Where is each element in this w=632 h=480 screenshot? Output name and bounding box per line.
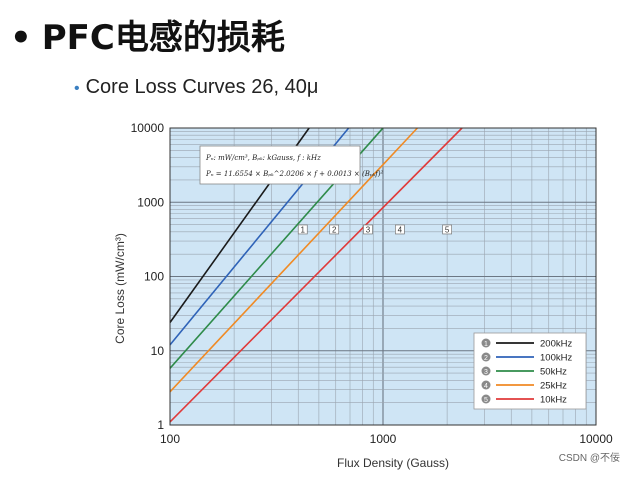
formula-box: Pₙ: mW/cm³, Bₚₖ: kGauss, f : kHz Pₙ = 11… xyxy=(199,145,384,185)
legend-marker-circle xyxy=(481,380,491,390)
legend-marker-circle xyxy=(481,366,491,376)
series-marker-label: 5 xyxy=(445,225,450,234)
y-tick-label: 1000 xyxy=(137,195,164,209)
series-line-25kHz xyxy=(169,127,418,393)
legend-marker-number: 5 xyxy=(484,397,488,404)
legend-marker-number: 3 xyxy=(484,369,488,376)
series-marker-2 xyxy=(329,224,340,235)
legend-marker-number: 4 xyxy=(484,383,488,390)
y-tick-label: 100 xyxy=(144,270,164,284)
x-tick-label: 10000 xyxy=(579,432,613,446)
subtitle-text: Core Loss Curves 26, 40μ xyxy=(85,76,319,98)
slide-subtitle: • Core Loss Curves 26, 40μ xyxy=(74,76,318,99)
legend-entry-25kHz: 25kHz xyxy=(540,381,567,392)
series-marker-3 xyxy=(363,224,373,235)
series-marker-label: 4 xyxy=(398,225,403,234)
y-tick-label: 10 xyxy=(151,344,165,358)
title-bullet: • xyxy=(10,18,32,58)
subtitle-bullet: • xyxy=(74,80,80,97)
plot-frame xyxy=(169,127,597,426)
series-markers: 1 2 3 4 5 xyxy=(297,224,452,235)
formula-equation: Pₙ = 11.6554 × Bₚₖ^2.0206 × f + 0.0013 ×… xyxy=(205,170,384,178)
formula-units: Pₙ: mW/cm³, Bₚₖ: kGauss, f : kHz xyxy=(205,154,321,162)
series-line-10kHz xyxy=(169,127,463,423)
series-marker-5 xyxy=(442,224,452,235)
series-marker-label: 1 xyxy=(301,225,306,234)
legend: 1 200kHz 2 100kHz 3 50kHz 4 25kHz 5 10kHz xyxy=(473,332,587,410)
series-marker-4 xyxy=(395,224,405,235)
x-axis-label: Flux Density (Gauss) xyxy=(337,456,449,470)
series-marker-1 xyxy=(297,224,308,235)
tick-labels: 100 1000 10000 1 10 100 1000 10000 xyxy=(131,121,613,446)
legend-entry-50kHz: 50kHz xyxy=(540,367,567,378)
legend-marker-number: 2 xyxy=(484,355,488,362)
legend-marker-circle xyxy=(481,338,491,348)
slide-title: • PFC电感的损耗 xyxy=(10,10,285,59)
y-axis-label: Core Loss (mW/cm³) xyxy=(113,233,127,344)
legend-entry-100kHz: 100kHz xyxy=(540,353,572,364)
x-tick-label: 1000 xyxy=(370,432,397,446)
legend-marker-circle xyxy=(481,394,491,404)
series-marker-label: 2 xyxy=(332,225,337,234)
legend-entry-200kHz: 200kHz xyxy=(540,339,572,350)
watermark: CSDN @不佞 xyxy=(558,453,620,464)
legend-marker-circle xyxy=(481,352,491,362)
x-tick-label: 100 xyxy=(160,432,180,446)
title-text: PFC电感的损耗 xyxy=(41,18,285,58)
series-marker-label: 3 xyxy=(366,225,371,234)
y-tick-label: 10000 xyxy=(131,121,165,135)
y-tick-label: 1 xyxy=(157,418,164,432)
legend-marker-number: 1 xyxy=(484,341,488,348)
legend-entry-10kHz: 10kHz xyxy=(540,395,567,406)
